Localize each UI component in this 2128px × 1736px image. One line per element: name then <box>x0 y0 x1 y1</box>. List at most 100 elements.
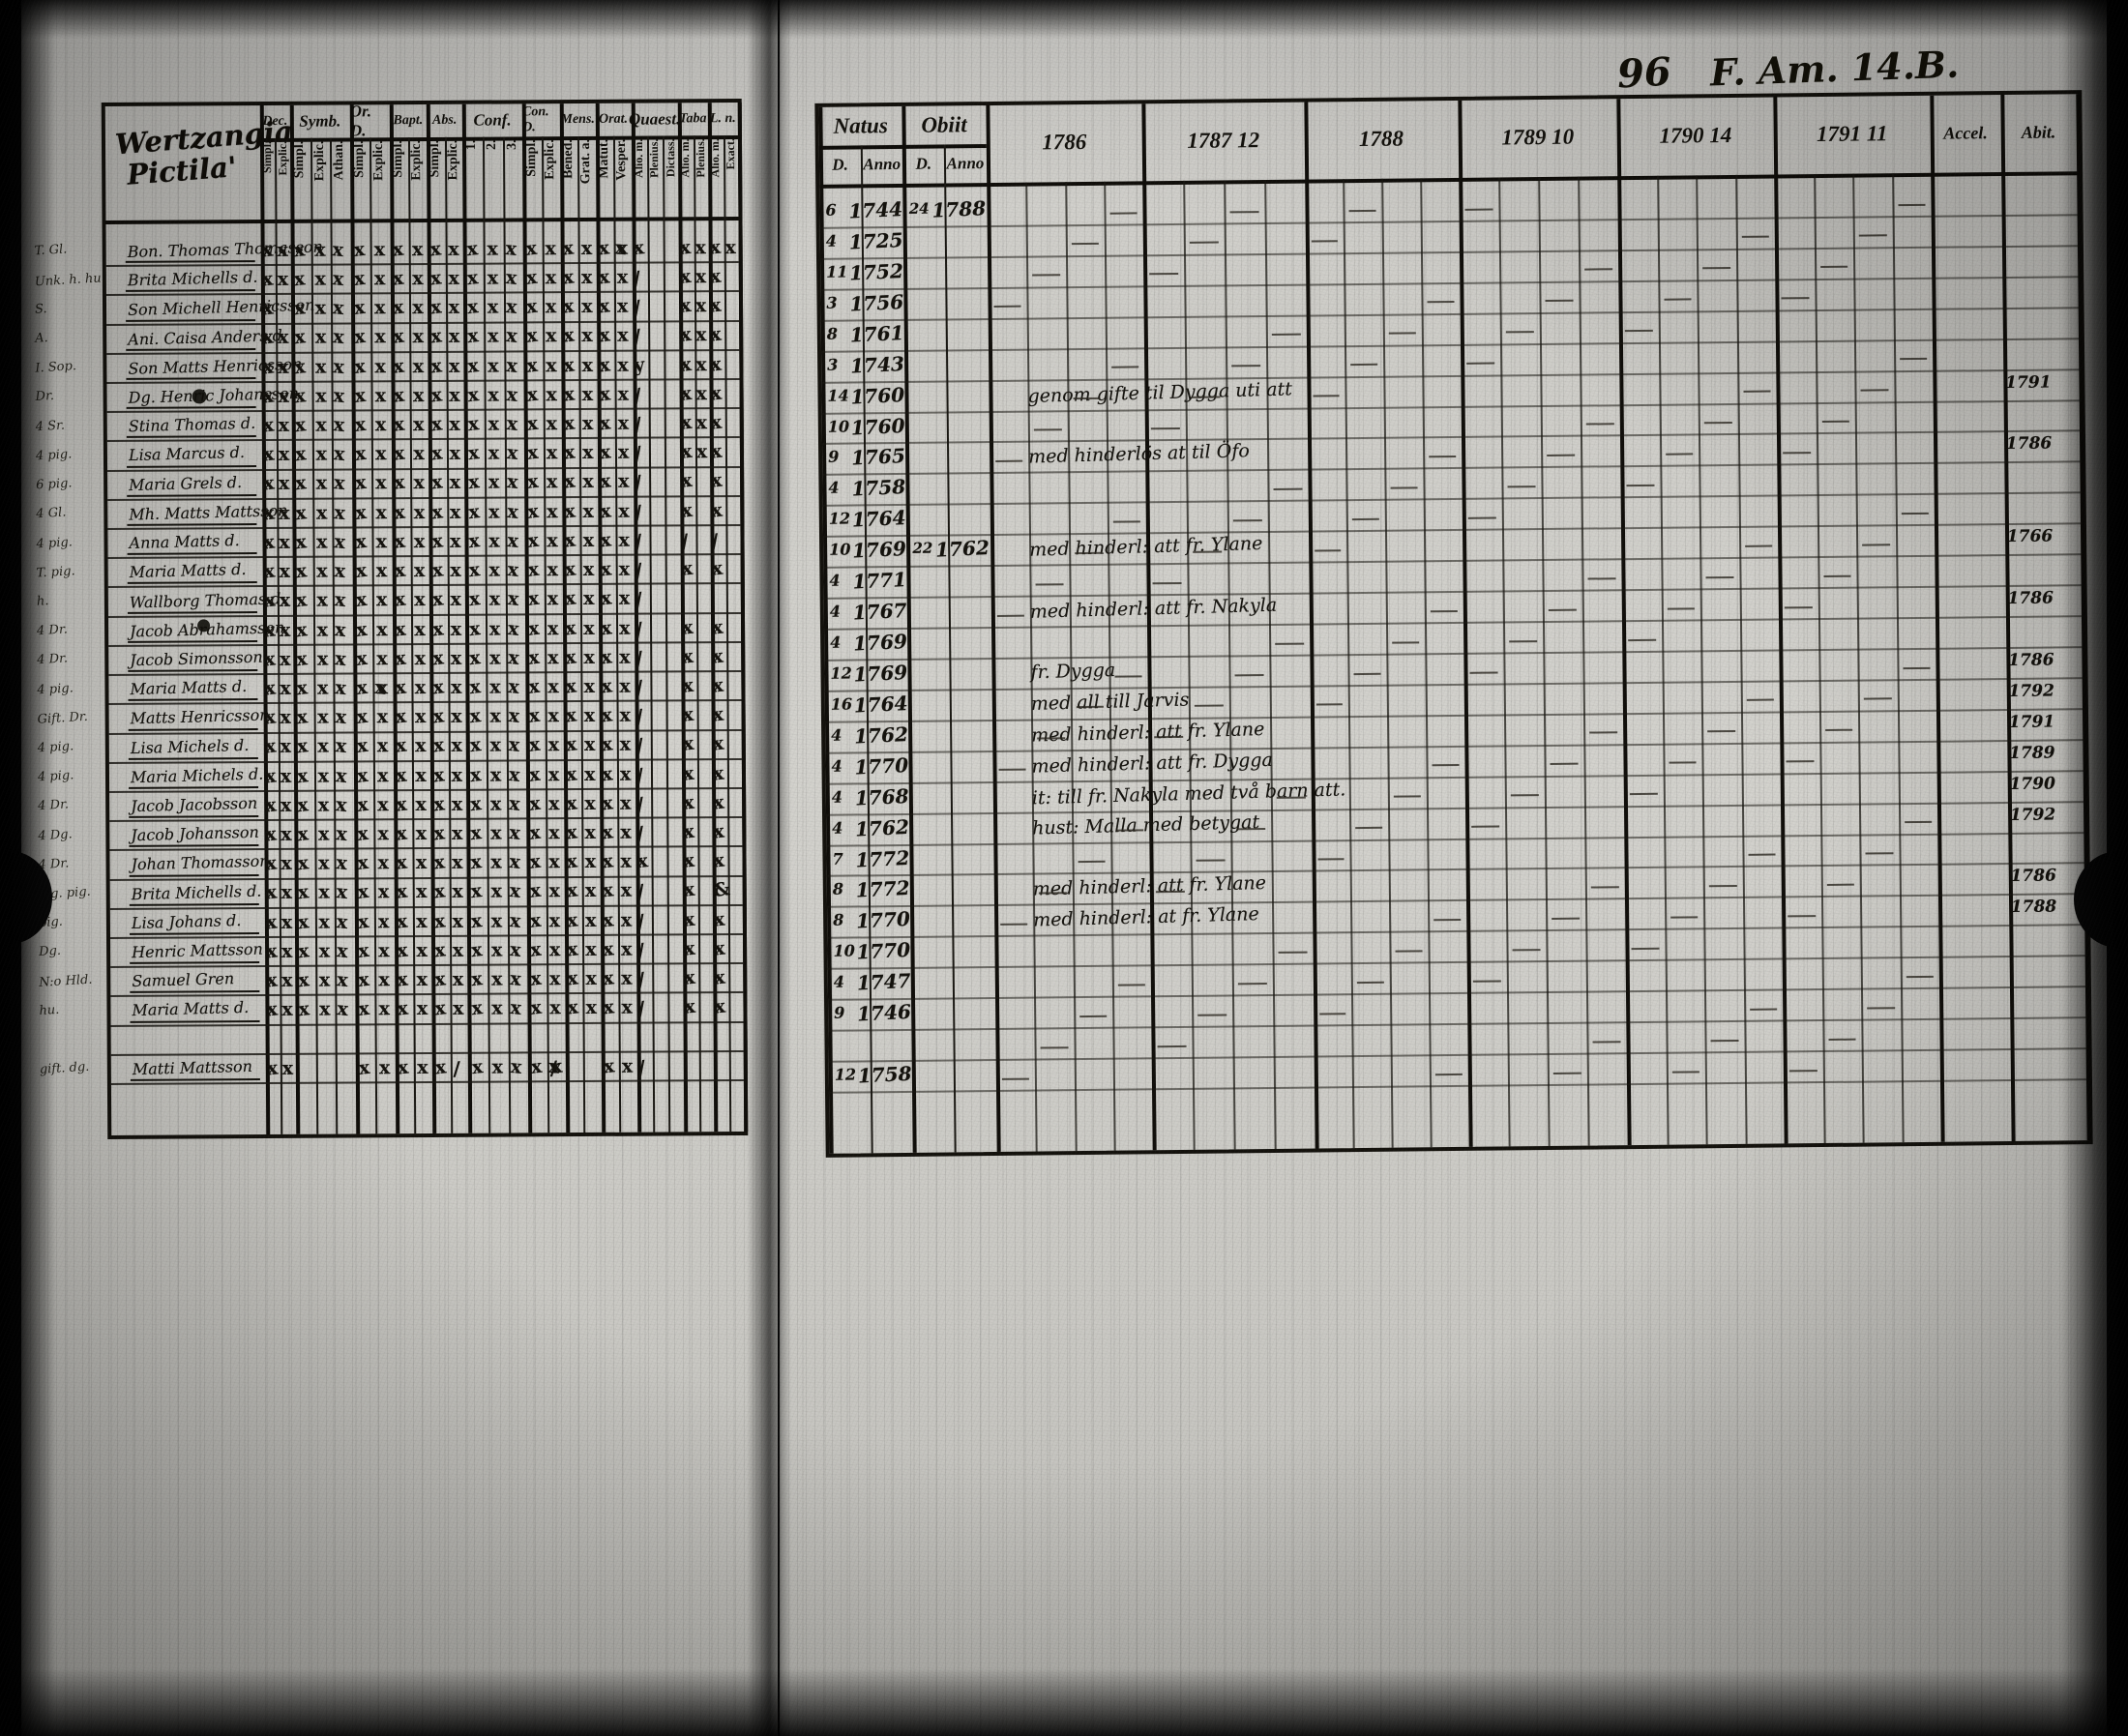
attendance-mark: x <box>429 296 443 319</box>
column-divider <box>1696 175 1708 1145</box>
attendance-mark: x <box>377 764 389 786</box>
column-divider <box>1381 178 1394 1148</box>
attendance-mark: x <box>465 325 480 348</box>
attendance-mark: x <box>413 560 426 582</box>
attendance-mark: x <box>564 675 578 698</box>
attendance-mark: x <box>617 325 629 347</box>
attendance-mark: x <box>526 646 541 669</box>
attendance-mark: x <box>264 998 279 1021</box>
attendance-mark: x <box>315 473 328 495</box>
natus-year: 1769 <box>851 537 907 563</box>
year-tick <box>1665 453 1694 456</box>
row-rule <box>823 522 2083 539</box>
attendance-mark: x <box>695 266 707 288</box>
name-underline <box>125 289 255 293</box>
attendance-mark: x <box>509 1055 522 1078</box>
attendance-mark: x <box>396 968 410 991</box>
village-title-line-2[interactable]: Pictila' <box>126 150 238 191</box>
attendance-mark: x <box>260 268 275 291</box>
year-tick <box>1353 672 1381 675</box>
attendance-mark: x <box>620 880 633 902</box>
attendance-mark: x <box>432 939 447 962</box>
row-rule <box>820 306 2081 322</box>
attendance-mark: x <box>415 822 428 845</box>
attendance-mark: x <box>376 618 388 640</box>
year-tick <box>1311 240 1339 244</box>
attendance-mark: x <box>679 441 694 464</box>
abit-year: 1766 <box>2006 526 2054 547</box>
attendance-mark: x <box>314 327 327 349</box>
natus-year: 1761 <box>849 320 905 347</box>
year-tick <box>1472 980 1501 983</box>
name-underline <box>127 523 257 526</box>
attendance-mark: x <box>374 297 386 319</box>
year-tick <box>1076 706 1104 709</box>
attendance-mark: x <box>488 530 500 552</box>
attendance-mark: x <box>262 531 276 554</box>
name-underline <box>127 552 257 556</box>
name-underline <box>130 961 260 965</box>
attendance-mark: x <box>355 764 369 787</box>
attendance-mark: x <box>295 647 310 671</box>
attendance-mark: x <box>599 558 613 581</box>
year-tick <box>1191 396 1221 398</box>
margin-note: med hinderl: at fr. Ylane <box>1032 903 1259 932</box>
column-group-header: L. n. <box>709 111 736 127</box>
year-tick <box>1193 550 1223 553</box>
attendance-mark: x <box>415 764 427 786</box>
name-underline <box>129 785 259 789</box>
column-sub-header: 3. <box>503 139 523 217</box>
attendance-mark: x <box>449 384 460 406</box>
column-sub-header: Dictass. <box>663 138 679 216</box>
right-page-table: Natus D. Anno Obiit D. Anno 1786 1787 12 1788 178… <box>814 90 2093 1158</box>
attendance-mark: x <box>451 793 463 815</box>
column-group-header: 1788 <box>1358 126 1404 151</box>
attendance-mark: x <box>583 734 596 756</box>
attendance-mark: x <box>710 645 724 668</box>
book-gutter-shadow <box>747 0 791 1736</box>
attendance-mark: x <box>429 413 443 436</box>
name-underline <box>129 815 259 818</box>
column-sub-header-text: 3. <box>504 139 519 150</box>
year-tick <box>1899 358 1928 361</box>
attendance-mark: x <box>601 821 614 844</box>
attendance-mark: / <box>709 528 720 553</box>
attendance-mark: x <box>353 355 368 378</box>
attendance-mark: x <box>679 499 694 522</box>
attendance-mark: x <box>278 414 290 436</box>
row-rule <box>820 275 2081 291</box>
attendance-mark: x <box>527 675 541 698</box>
page-heading: F. Am. 14.B. <box>1709 42 1960 95</box>
attendance-mark: x <box>450 618 462 640</box>
attendance-mark: x <box>469 909 483 932</box>
year-tick <box>1707 730 1735 733</box>
attendance-mark: x <box>467 588 481 611</box>
name-underline <box>127 610 257 614</box>
attendance-mark: x <box>352 267 367 290</box>
attendance-mark: x <box>711 820 725 843</box>
attendance-mark: x <box>528 880 543 903</box>
register-person-name: Brita Michells d. <box>131 881 262 903</box>
attendance-mark: x <box>352 297 367 320</box>
attendance-mark: x <box>527 704 541 728</box>
attendance-mark: x <box>278 473 290 495</box>
attendance-mark: x <box>281 999 293 1021</box>
attendance-mark: x <box>487 267 499 289</box>
register-person-name: Anna Matts d. <box>129 531 240 553</box>
year-tick <box>1152 581 1182 584</box>
column-group-header: Conf. <box>473 110 512 130</box>
year-tick <box>1709 884 1737 888</box>
attendance-mark: x <box>566 938 579 961</box>
attendance-mark: x <box>450 530 461 552</box>
attendance-mark: x <box>413 414 425 436</box>
attendance-mark: x <box>414 647 426 669</box>
natus-day: 12 <box>834 1065 857 1084</box>
attendance-mark: x <box>597 237 611 260</box>
attendance-mark: x <box>580 237 593 259</box>
name-underline <box>128 669 258 672</box>
attendance-mark: / <box>635 996 646 1021</box>
attendance-mark: x <box>430 588 444 611</box>
attendance-mark: x <box>297 969 311 992</box>
attendance-mark: x <box>602 996 615 1019</box>
attendance-mark: x <box>682 937 696 960</box>
